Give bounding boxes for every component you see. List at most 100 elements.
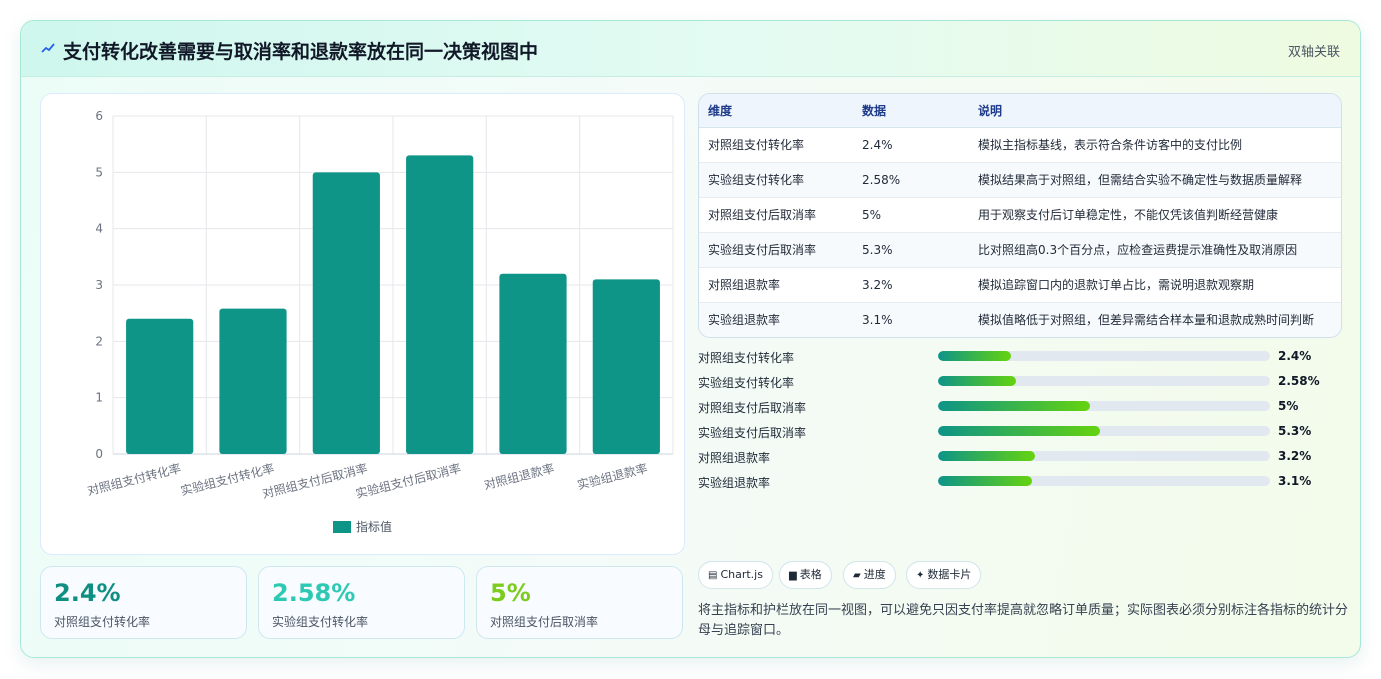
panel-header: 支付转化改善需要与取消率和退款率放在同一决策视图中 双轴关联	[21, 21, 1360, 77]
metric-value: 5%	[490, 579, 531, 607]
bar-chart: 0123456对照组支付转化率实验组支付转化率对照组支付后取消率实验组支付后取消…	[86, 109, 674, 534]
data-table-card: 维度 数据 说明 对照组支付转化率 2.4% 模拟主指标基线，表示符合条件访客中…	[698, 93, 1342, 338]
x-tick-label: 对照组退款率	[482, 460, 556, 492]
column-header: 维度	[699, 94, 853, 128]
bar	[312, 172, 380, 454]
table-cell: 实验组退款率	[699, 302, 853, 337]
progress-row: 实验组支付转化率 2.58%	[698, 372, 1342, 397]
metric-label: 实验组支付转化率	[272, 615, 369, 629]
progress-value: 5.3%	[1278, 424, 1312, 438]
progress-fill	[938, 376, 1017, 386]
progress-track	[938, 476, 1270, 486]
progress-row: 实验组支付后取消率 5.3%	[698, 422, 1342, 447]
progress-value: 2.4%	[1278, 349, 1312, 363]
progress-row: 对照组退款率 3.2%	[698, 447, 1342, 472]
table-cell: 用于观察支付后订单稳定性，不能仅凭该值判断经营健康	[969, 197, 1341, 233]
chip-label: 表格	[799, 568, 822, 581]
x-tick-label: 对照组支付后取消率	[261, 460, 369, 501]
y-tick-label: 1	[95, 391, 103, 405]
metric-label: 对照组支付后取消率	[490, 615, 599, 629]
table-cell: 5%	[853, 197, 969, 233]
progress-track	[938, 376, 1270, 386]
table-cell: 实验组支付转化率	[699, 162, 853, 198]
y-tick-label: 5	[95, 165, 103, 179]
table-row: 实验组退款率 3.1% 模拟值略低于对照组，但差异需结合样本量和退款成熟时间判断	[699, 302, 1341, 337]
progress-track	[938, 351, 1270, 361]
chip-label: Chart.js	[720, 568, 763, 581]
table-cell: 3.1%	[853, 302, 969, 337]
table-row: 对照组支付后取消率 5% 用于观察支付后订单稳定性，不能仅凭该值判断经营健康	[699, 197, 1341, 233]
y-tick-label: 4	[95, 222, 103, 236]
y-tick-label: 0	[95, 447, 103, 461]
progress-row: 对照组支付转化率 2.4%	[698, 347, 1342, 372]
trend-line-icon	[41, 43, 55, 53]
progress-fill	[938, 476, 1033, 486]
table-cell: 模拟结果高于对照组，但需结合实验不确定性与数据质量解释	[969, 162, 1341, 198]
chip-data-cards[interactable]: ✦ 数据卡片	[906, 561, 982, 589]
progress-label: 实验组支付后取消率	[698, 426, 807, 440]
progress-track	[938, 451, 1270, 461]
progress-fill	[938, 351, 1012, 361]
legend-swatch	[333, 521, 351, 533]
bar-chart-card: 0 1 2 3 4 5 6 对照组支付转化率 实验组支付转化率 对照组支付后取消率 实验组支付后取消…	[40, 93, 685, 555]
x-tick-label: 实验组退款率	[576, 460, 650, 492]
progress-label: 对照组支付后取消率	[698, 401, 807, 415]
chip-label: 数据卡片	[927, 568, 972, 581]
metric-label: 对照组支付转化率	[54, 615, 151, 629]
progress-label: 实验组退款率	[698, 476, 771, 490]
progress-row: 对照组支付后取消率 5%	[698, 397, 1342, 422]
table-row: 实验组支付后取消率 5.3% 比对照组高0.3个百分点，应检查运费提示准确性及取…	[699, 232, 1341, 268]
table-cell: 3.2%	[853, 267, 969, 303]
table-cell: 模拟主指标基线，表示符合条件访客中的支付比例	[969, 127, 1341, 163]
table-header-row: 维度 数据 说明	[699, 94, 1341, 128]
table-row: 对照组退款率 3.2% 模拟追踪窗口内的退款订单占比，需说明退款观察期	[699, 267, 1341, 303]
table-cell: 模拟追踪窗口内的退款订单占比，需说明退款观察期	[969, 267, 1341, 303]
data-table: 维度 数据 说明 对照组支付转化率 2.4% 模拟主指标基线，表示符合条件访客中…	[699, 94, 1341, 337]
progress-value: 3.2%	[1278, 449, 1312, 463]
progress-fill	[938, 401, 1091, 411]
progress-row: 实验组退款率 3.1%	[698, 472, 1342, 497]
progress-label: 实验组支付转化率	[698, 376, 795, 390]
footnote: 将主指标和护栏放在同一视图，可以避免只因支付率提高就忽略订单质量；实际图表必须分…	[698, 603, 1349, 638]
chart-icon: ▤	[708, 570, 718, 581]
table-cell: 对照组支付转化率	[699, 127, 853, 163]
table-cell: 2.58%	[853, 162, 969, 198]
bar	[499, 273, 567, 454]
metric-value: 2.58%	[272, 579, 356, 607]
progress-label: 对照组退款率	[698, 451, 771, 465]
chip-progress[interactable]: ▰ 进度	[843, 561, 896, 589]
y-tick-label: 3	[95, 278, 103, 292]
legend-label: 指标值	[356, 519, 392, 534]
table-cell: 比对照组高0.3个百分点，应检查运费提示准确性及取消原因	[969, 232, 1341, 268]
table-row: 实验组支付转化率 2.58% 模拟结果高于对照组，但需结合实验不确定性与数据质量…	[699, 162, 1341, 198]
table-cell: 2.4%	[853, 127, 969, 163]
progress-track	[938, 426, 1270, 436]
sparkle-icon: ✦	[916, 570, 925, 581]
x-tick-label: 对照组支付转化率	[86, 460, 183, 498]
progress-value: 5%	[1278, 399, 1299, 413]
chip-table[interactable]: ▆ 表格	[779, 561, 832, 589]
bar	[219, 308, 287, 454]
header-tag: 双轴关联	[1287, 45, 1340, 60]
progress-value: 2.58%	[1278, 374, 1320, 388]
chip-chartjs[interactable]: ▤ Chart.js	[698, 561, 773, 589]
table-cell: 实验组支付后取消率	[699, 232, 853, 268]
table-cell: 模拟值略低于对照组，但差异需结合样本量和退款成熟时间判断	[969, 302, 1341, 337]
table-row: 对照组支付转化率 2.4% 模拟主指标基线，表示符合条件访客中的支付比例	[699, 127, 1341, 163]
metric-card: 5% 对照组支付后取消率	[476, 566, 683, 639]
chip-label: 进度	[863, 568, 886, 581]
table-icon: ▆	[789, 570, 797, 581]
bar	[592, 279, 660, 454]
y-tick-label: 6	[95, 109, 103, 123]
metric-card: 2.58% 实验组支付转化率	[258, 566, 465, 639]
dashboard-panel: 支付转化改善需要与取消率和退款率放在同一决策视图中 双轴关联 0 1 2 3 4 5 6 对照…	[20, 20, 1361, 658]
metric-card: 2.4% 对照组支付转化率	[40, 566, 247, 639]
metric-value: 2.4%	[54, 579, 121, 607]
page-title: 支付转化改善需要与取消率和退款率放在同一决策视图中	[63, 41, 539, 63]
progress-fill	[938, 426, 1101, 436]
progress-value: 3.1%	[1278, 474, 1312, 488]
progress-label: 对照组支付转化率	[698, 351, 795, 365]
column-header: 说明	[969, 94, 1341, 128]
x-tick-label: 实验组支付后取消率	[354, 460, 462, 501]
progress-track	[938, 401, 1270, 411]
